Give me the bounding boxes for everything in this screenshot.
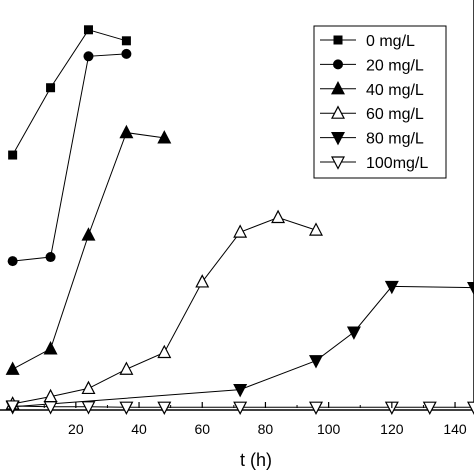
x-tick-label: 60 [194,421,210,437]
series-6-point [157,401,172,415]
series-4-line [12,216,317,405]
series-1-point [8,150,18,160]
series-2-point [121,48,132,59]
series-2 [7,48,132,267]
series-1-line [12,29,127,156]
x-tick-label: 120 [380,421,404,437]
legend-label: 40 mg/L [366,82,424,99]
series-2-point [83,51,94,62]
legend-marker [331,105,345,119]
series-5-point [346,326,361,340]
legend-label: 60 mg/L [366,106,424,123]
x-axis: 20 40 60 80 100 120 140 [43,402,467,437]
series-2-line [12,53,127,262]
legend-label: 80 mg/L [366,131,424,148]
series-5 [5,280,474,415]
legend-item: 20 mg/L [320,57,424,74]
series-layer [5,25,474,415]
legend-item: 0 mg/L [320,33,415,50]
series-4-point [81,380,96,395]
series-6-point [43,401,58,415]
legend-marker [333,59,343,70]
legend-item: 40 mg/L [320,81,424,99]
series-3-point [81,227,96,241]
legend-item: 100mg/L [320,155,428,172]
series-6-point [119,401,134,415]
series-4-point [309,222,323,236]
series-3-line [12,132,165,370]
legend-marker [331,132,345,146]
series-6-point [233,401,248,415]
series-6 [5,400,474,415]
series-4-point [233,224,248,238]
series-3-point [43,341,58,355]
x-tick-label: 100 [317,421,341,437]
x-tick-label: 80 [258,421,274,437]
x-tick-label: 140 [443,421,467,437]
series-4-point [157,344,172,359]
series-4-point [271,209,286,224]
series-6-point [309,401,323,415]
legend-box [313,25,447,179]
legend-label: 0 mg/L [366,33,415,50]
series-6-point [5,400,20,414]
series-2-point [7,256,18,267]
series-6-point [467,401,474,415]
series-5-point [233,384,248,398]
series-4-point [195,274,210,288]
series-5-point [467,282,474,296]
legend-label: 20 mg/L [366,57,424,74]
series-6-point [422,401,437,415]
x-tick-label: 20 [68,421,84,437]
legend-marker [331,81,345,95]
series-5-line [12,285,474,408]
legend-label: 100mg/L [366,155,428,172]
series-1-point [46,83,56,93]
series-1-point [121,36,131,46]
series-2-point [45,252,56,263]
legend-marker [333,35,343,45]
series-3-point [5,361,20,375]
legend-marker [331,156,345,170]
legend-item: 80 mg/L [320,131,424,148]
series-3-point [119,124,134,139]
series-5-point [309,355,323,369]
series-3 [5,124,172,375]
series-4-point [119,361,134,375]
legend: 0 mg/L 20 mg/L 40 mg/L 60 mg/L 80 mg/L 100mg/… [313,25,447,179]
series-5-point [384,280,399,295]
series-3-point [157,130,172,144]
series-1 [8,25,131,160]
series-1-point [83,25,93,35]
legend-item: 60 mg/L [320,105,424,123]
x-axis-label: t (h) [240,450,272,470]
plot-frame [0,0,474,411]
series-6-point [81,401,96,415]
x-tick-label: 40 [131,421,147,437]
